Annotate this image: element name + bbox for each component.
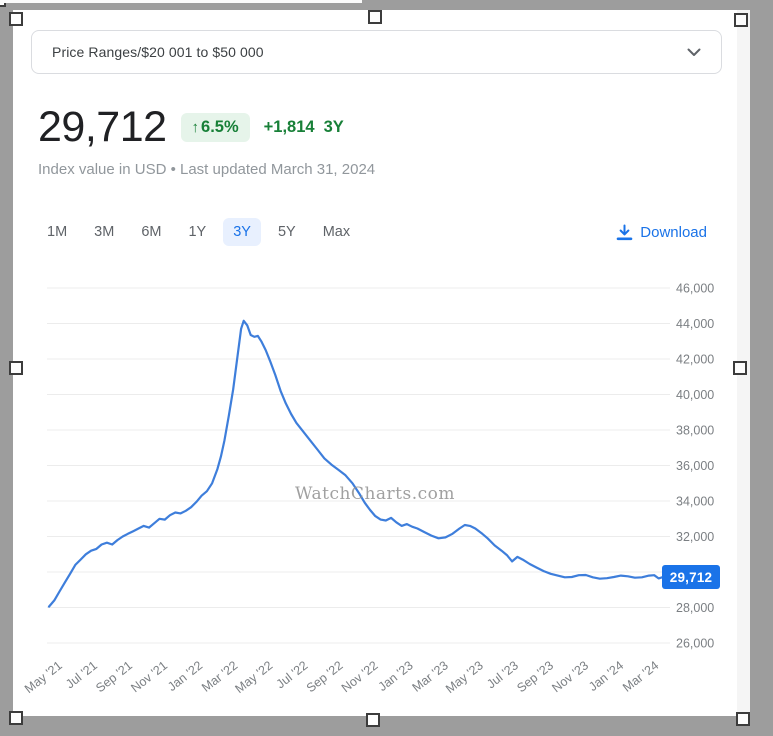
up-arrow-icon: ↑ — [191, 118, 200, 136]
range-buttons: 1M 3M 6M 1Y 3Y 5Y Max — [37, 218, 360, 246]
x-tick-label: May '22 — [233, 658, 276, 696]
x-tick-label: Sep '22 — [304, 658, 346, 695]
change-absolute-group: +1,814 3Y — [264, 118, 344, 137]
x-tick-label: May '21 — [22, 658, 65, 696]
range-button-3y[interactable]: 3Y — [223, 218, 261, 246]
selection-handle-middle-left[interactable] — [9, 361, 23, 375]
download-label: Download — [640, 223, 707, 241]
current-value-badge: 29,712 — [662, 565, 720, 589]
selection-handle-top-center[interactable] — [368, 10, 382, 24]
change-percent-badge: ↑ 6.5% — [180, 112, 250, 142]
x-tick-label: Jan '22 — [165, 658, 205, 694]
index-subtitle: Index value in USD • Last updated March … — [38, 161, 376, 178]
y-tick-label: 42,000 — [676, 353, 714, 367]
range-button-1y[interactable]: 1Y — [178, 218, 216, 246]
price-line — [47, 319, 665, 608]
change-period: 3Y — [323, 117, 344, 136]
x-tick-label: Sep '21 — [93, 658, 135, 695]
price-range-select-label: Price Ranges/$20 001 to $50 000 — [52, 44, 264, 60]
chart-svg: 26,00028,00030,00032,00034,00036,00038,0… — [22, 282, 714, 697]
selection-handle-bottom-left[interactable] — [9, 711, 23, 725]
change-absolute: +1,814 — [263, 117, 315, 136]
watermark: WatchCharts.com — [295, 484, 455, 504]
price-index-chart[interactable]: 26,00028,00030,00032,00034,00036,00038,0… — [13, 262, 750, 716]
y-tick-label: 32,000 — [676, 530, 714, 544]
selection-handle-top-right[interactable] — [734, 13, 748, 27]
selection-handle-bottom-right[interactable] — [736, 712, 750, 726]
x-tick-label: Jan '23 — [376, 658, 416, 694]
index-stats-row: 29,712 ↑ 6.5% +1,814 3Y — [38, 100, 344, 154]
x-tick-label: Mar '22 — [199, 658, 240, 694]
range-button-1m[interactable]: 1M — [37, 218, 77, 246]
screenshot-card: Price Ranges/$20 001 to $50 000 29,712 ↑… — [13, 10, 750, 716]
y-tick-label: 36,000 — [676, 459, 714, 473]
selection-handle-middle-right[interactable] — [733, 361, 747, 375]
range-button-6m[interactable]: 6M — [131, 218, 171, 246]
range-button-5y[interactable]: 5Y — [268, 218, 306, 246]
x-tick-label: Jan '24 — [586, 658, 626, 694]
y-tick-label: 46,000 — [676, 282, 714, 296]
chevron-down-icon — [687, 48, 701, 57]
y-tick-label: 34,000 — [676, 495, 714, 509]
x-tick-label: Sep '23 — [514, 658, 556, 695]
x-tick-label: Mar '24 — [620, 658, 661, 694]
download-icon — [616, 224, 633, 241]
index-value: 29,712 — [38, 102, 167, 151]
y-tick-label: 28,000 — [676, 601, 714, 615]
x-tick-label: May '23 — [443, 658, 486, 696]
y-tick-label: 38,000 — [676, 424, 714, 438]
change-percent: 6.5% — [201, 117, 239, 136]
page-edge — [0, 0, 362, 3]
x-tick-label: Mar '23 — [410, 658, 451, 694]
price-range-select[interactable]: Price Ranges/$20 001 to $50 000 — [31, 30, 722, 74]
range-button-3m[interactable]: 3M — [84, 218, 124, 246]
selection-handle-outer-corner[interactable] — [0, 0, 6, 7]
x-tick-label: Nov '21 — [128, 658, 170, 695]
x-tick-label: Nov '23 — [549, 658, 591, 695]
x-tick-label: Nov '22 — [339, 658, 381, 695]
range-button-max[interactable]: Max — [313, 218, 360, 246]
download-button[interactable]: Download — [610, 220, 713, 245]
chart-controls-row: 1M 3M 6M 1Y 3Y 5Y Max Download — [37, 216, 713, 248]
y-tick-label: 40,000 — [676, 388, 714, 402]
y-tick-label: 26,000 — [676, 637, 714, 651]
selection-handle-bottom-center[interactable] — [366, 713, 380, 727]
y-tick-label: 44,000 — [676, 317, 714, 331]
selection-handle-top-left[interactable] — [9, 12, 23, 26]
